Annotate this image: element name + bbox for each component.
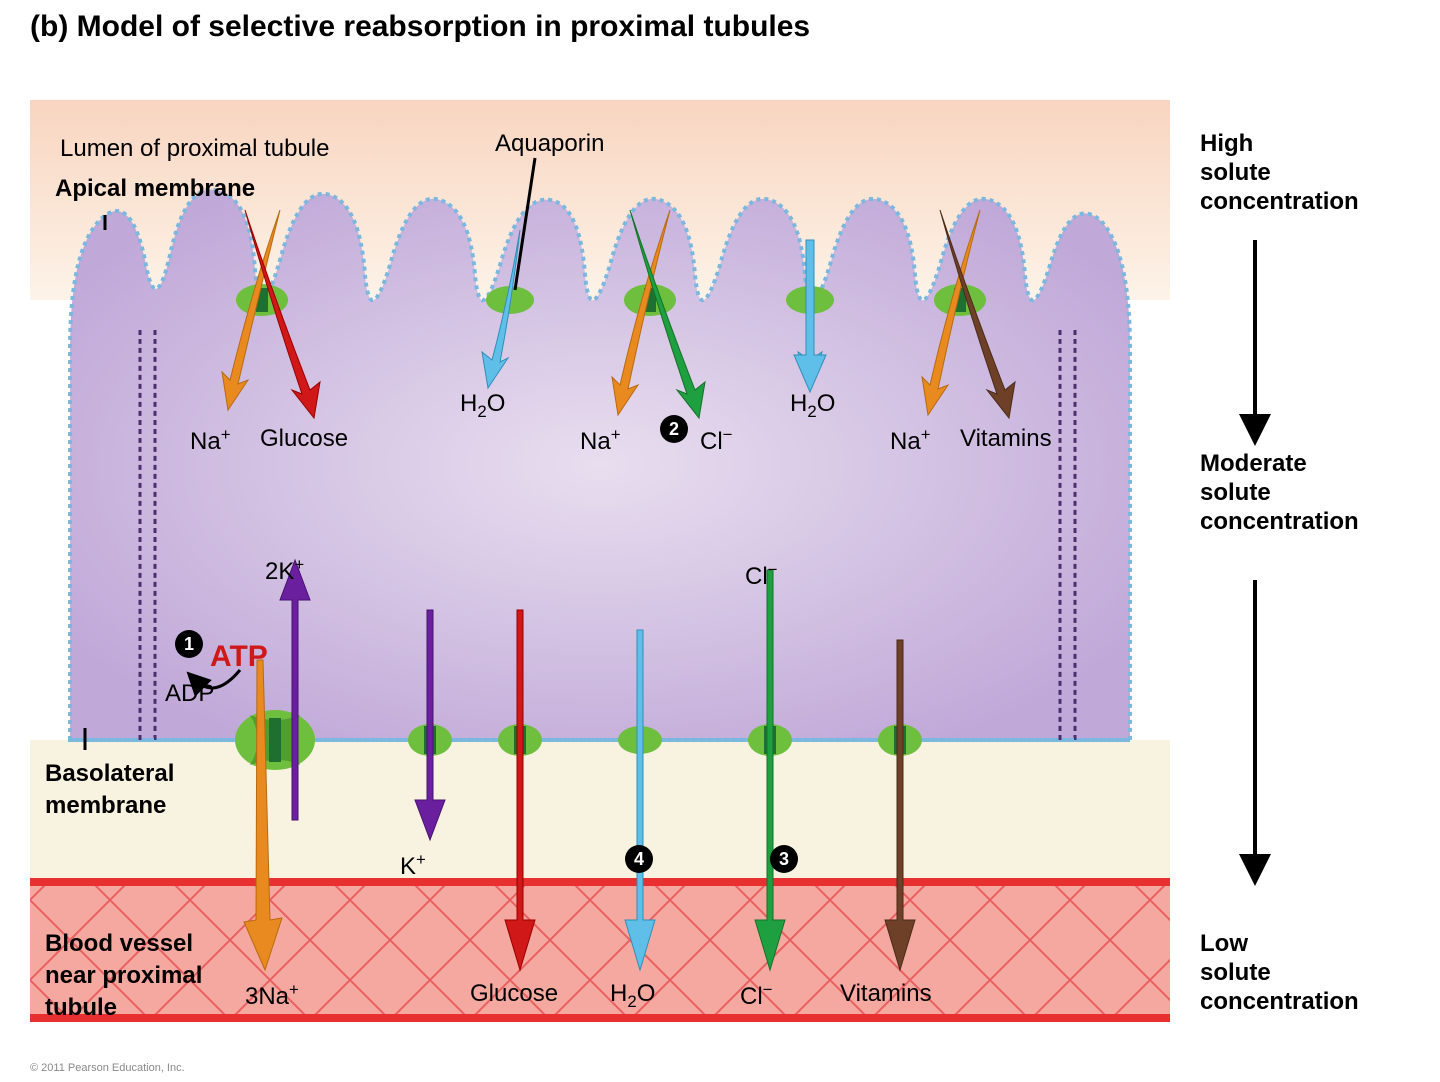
adp-label: ADP [165, 680, 214, 708]
blood-vessel [30, 880, 1170, 1020]
high-conc-label: High solute concentration [1200, 130, 1359, 216]
copyright-text: © 2011 Pearson Education, Inc. [30, 1062, 185, 1074]
h2o-label-1: H2O [460, 390, 505, 422]
badge-1: 1 [175, 630, 203, 658]
cl-label-2: Cl− [740, 980, 772, 1011]
apical-membrane-label: Apical membrane [55, 175, 255, 203]
h2o-label-3: H2O [610, 980, 655, 1012]
vitamins-label-1: Vitamins [960, 425, 1052, 453]
vitamins-label-2: Vitamins [840, 980, 932, 1008]
badge-3: 3 [770, 845, 798, 873]
low-conc-label: Low solute concentration [1200, 930, 1359, 1016]
diagram-svg [30, 100, 1410, 1060]
3na-label: 3Na+ [245, 980, 299, 1011]
h2o-label-2: H2O [790, 390, 835, 422]
glucose-label-2: Glucose [470, 980, 558, 1008]
badge-4: 4 [625, 845, 653, 873]
diagram-title: (b) Model of selective reabsorption in p… [30, 10, 810, 44]
na-label-1: Na+ [190, 425, 231, 456]
basolateral-label-1: Basolateral [45, 760, 174, 788]
blood-label-3: tubule [45, 994, 117, 1022]
atp-label: ATP [210, 640, 268, 674]
cl-label-1: Cl− [700, 425, 732, 456]
cl-label-mid: Cl− [745, 560, 777, 591]
interstitial-region [30, 740, 1170, 880]
2k-label: 2K+ [265, 555, 304, 586]
badge-2: 2 [660, 415, 688, 443]
na-label-2: Na+ [580, 425, 621, 456]
na-label-3: Na+ [890, 425, 931, 456]
aquaporin-label: Aquaporin [495, 130, 604, 158]
lumen-label: Lumen of proximal tubule [60, 135, 329, 163]
moderate-conc-label: Moderate solute concentration [1200, 450, 1359, 536]
na-k-atpase [235, 710, 315, 770]
glucose-label-1: Glucose [260, 425, 348, 453]
blood-label-2: near proximal [45, 962, 202, 990]
basolateral-label-2: membrane [45, 792, 166, 820]
blood-label-1: Blood vessel [45, 930, 193, 958]
k-label-bottom: K+ [400, 850, 426, 881]
